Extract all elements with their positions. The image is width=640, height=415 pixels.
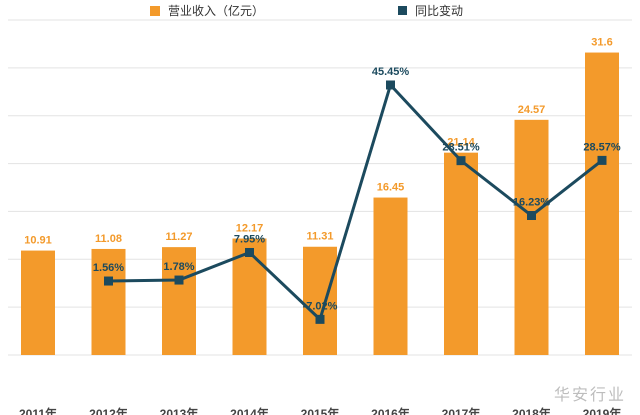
growth-line-labels: 1.56% 1.78% 7.95% -7.02% 45.45% 28.51% 16.23% 2… <box>93 66 621 312</box>
watermark: 华安行业 <box>553 385 626 404</box>
growth-point-label: 1.56% <box>93 262 124 274</box>
legend-item-growth: 同比变动 <box>398 2 463 19</box>
revenue-bar-label: 21.14 <box>447 137 475 149</box>
growth-point <box>597 155 607 165</box>
revenue-bar <box>514 119 549 355</box>
x-tick-label: 2018年 <box>512 406 551 415</box>
revenue-bar <box>585 52 619 356</box>
revenue-bar <box>162 247 196 355</box>
legend-line-swatch <box>398 6 407 15</box>
x-tick-label: 2019年 <box>583 406 622 415</box>
revenue-bar <box>444 152 478 355</box>
x-tick-label: 2012年 <box>89 406 128 415</box>
legend: 营业收入（亿元） 同比变动 <box>0 0 640 20</box>
revenue-bar-label: 11.08 <box>95 233 122 245</box>
growth-point <box>245 247 254 257</box>
legend-revenue-label: 营业收入（亿元） <box>168 4 265 18</box>
x-tick-label: 2014年 <box>230 406 269 415</box>
growth-point <box>174 275 184 285</box>
growth-point <box>386 80 395 90</box>
growth-point <box>527 211 536 221</box>
x-axis-tick-labels: 2011年 2012年 2013年 2014年 2015年 2016年 2017年 2018年… <box>19 406 621 415</box>
legend-item-revenue: 营业收入（亿元） <box>150 2 264 19</box>
growth-point-label: 1.78% <box>163 261 194 273</box>
growth-point <box>456 156 466 166</box>
growth-point-label: 16.23% <box>513 197 551 209</box>
revenue-bar <box>21 250 55 355</box>
revenue-bar-label: 31.6 <box>591 37 612 49</box>
x-tick-label: 2016年 <box>371 406 410 415</box>
revenue-bar-label: 10.91 <box>24 235 52 247</box>
growth-point-label: 45.45% <box>372 66 410 78</box>
growth-point-label: 28.51% <box>442 142 480 154</box>
growth-point-label: 7.95% <box>234 233 265 245</box>
x-tick-label: 2017年 <box>442 406 481 415</box>
revenue-bar <box>303 246 337 355</box>
growth-point <box>315 314 325 324</box>
revenue-bar-label: 12.17 <box>236 223 264 235</box>
revenue-bar <box>373 197 408 355</box>
growth-point-label: -7.02% <box>303 300 338 312</box>
x-tick-label: 2011年 <box>19 406 57 415</box>
revenue-bar-labels: 10.91 11.08 11.27 12.17 11.31 16.45 21.14 24.57… <box>24 37 612 247</box>
revenue-bar-label: 24.57 <box>518 104 546 116</box>
legend-bar-swatch <box>150 5 160 16</box>
revenue-bar-label: 11.31 <box>307 231 334 243</box>
legend-growth-label: 同比变动 <box>415 4 464 18</box>
revenue-bars <box>21 52 619 356</box>
growth-point <box>104 276 113 286</box>
revenue-bar <box>91 248 126 355</box>
growth-line <box>108 83 603 321</box>
revenue-bar-label: 16.45 <box>377 182 405 194</box>
revenue-bar-label: 11.27 <box>166 231 193 243</box>
growth-line-series <box>104 80 607 324</box>
x-tick-label: 2013年 <box>160 406 199 415</box>
x-tick-label: 2015年 <box>301 406 340 415</box>
growth-point-label: 28.57% <box>583 141 621 153</box>
